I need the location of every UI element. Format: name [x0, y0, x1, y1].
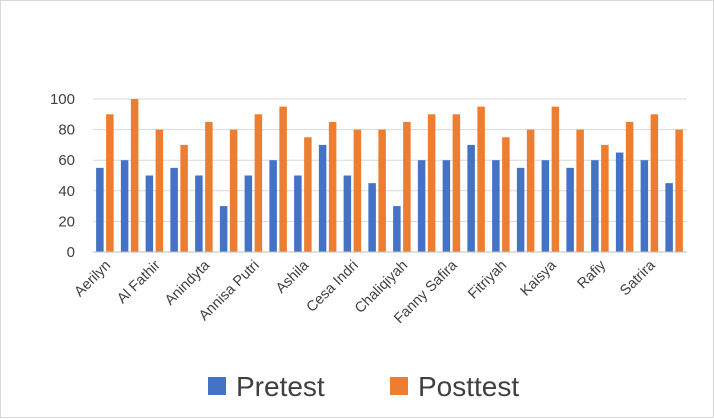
x-tick-label: Al Fathir [114, 257, 164, 307]
bar-pretest [244, 175, 253, 252]
bar-pretest [492, 160, 500, 252]
bar-pretest [442, 160, 451, 252]
bar-posttest [304, 137, 312, 252]
bar-posttest [551, 106, 560, 253]
y-tick-label: 100 [50, 91, 75, 108]
bar-posttest [576, 129, 584, 252]
bar-posttest [403, 121, 411, 252]
bar-pretest [566, 167, 574, 252]
bars [96, 99, 683, 253]
bar-posttest [601, 144, 609, 252]
bar-pretest [96, 167, 104, 252]
x-tick-label: Fitriyah [465, 258, 510, 303]
y-tick-label: 20 [58, 213, 75, 230]
bar-posttest [452, 114, 461, 252]
legend-swatch-pretest [208, 377, 226, 395]
x-tick-label: Anindyta [162, 257, 214, 309]
y-tick-label: 0 [67, 244, 75, 261]
bar-posttest [205, 121, 213, 252]
bar-posttest [106, 114, 114, 252]
bar-pretest [640, 160, 649, 252]
bar-pretest [615, 152, 624, 252]
x-tick-label: Satrira [617, 257, 659, 299]
y-tick-label: 40 [58, 183, 75, 200]
y-axis-ticks: 0 20 40 60 80 100 [50, 91, 75, 261]
bar-posttest [254, 114, 263, 252]
bar-posttest [180, 144, 188, 252]
x-tick-label: Aerilyn [72, 258, 115, 301]
bar-pretest [467, 144, 475, 252]
bar-pretest [516, 167, 525, 252]
bar-posttest [353, 129, 362, 252]
bar-posttest [328, 121, 337, 252]
legend: Pretest Posttest [208, 371, 519, 402]
bar-pretest [591, 160, 599, 252]
bar-pretest [541, 160, 550, 252]
x-tick-label: Ashila [273, 257, 313, 297]
legend-label-pretest: Pretest [236, 371, 325, 402]
bar-posttest [502, 137, 510, 252]
bar-pretest [269, 160, 277, 252]
bar-pretest [368, 183, 376, 252]
bar-posttest [155, 129, 164, 252]
bar-pretest [219, 206, 228, 252]
y-tick-label: 80 [58, 122, 75, 139]
bar-pretest [318, 144, 327, 252]
bar-pretest [145, 175, 154, 252]
bar-pretest [343, 175, 352, 252]
bar-posttest [625, 121, 634, 252]
gridlines [93, 98, 687, 222]
legend-label-posttest: Posttest [418, 371, 519, 402]
bar-posttest [477, 106, 485, 253]
bar-pretest [665, 183, 673, 252]
bar-pretest [120, 160, 129, 252]
bar-posttest [526, 129, 535, 252]
bar-pretest [393, 206, 401, 252]
bar-posttest [427, 114, 436, 252]
bar-pretest [294, 175, 302, 252]
x-tick-label: Kaisya [518, 257, 561, 300]
bar-posttest [229, 129, 238, 252]
bar-pretest [417, 160, 426, 252]
y-tick-label: 60 [58, 152, 75, 169]
bar-pretest [195, 175, 203, 252]
bar-pretest [170, 167, 178, 252]
legend-swatch-posttest [390, 377, 408, 395]
bar-posttest [378, 129, 386, 252]
bar-posttest [130, 99, 139, 252]
bar-posttest [279, 106, 287, 253]
bar-posttest [650, 114, 659, 252]
bar-posttest [675, 129, 683, 252]
x-tick-label: Rafiy [575, 257, 610, 292]
